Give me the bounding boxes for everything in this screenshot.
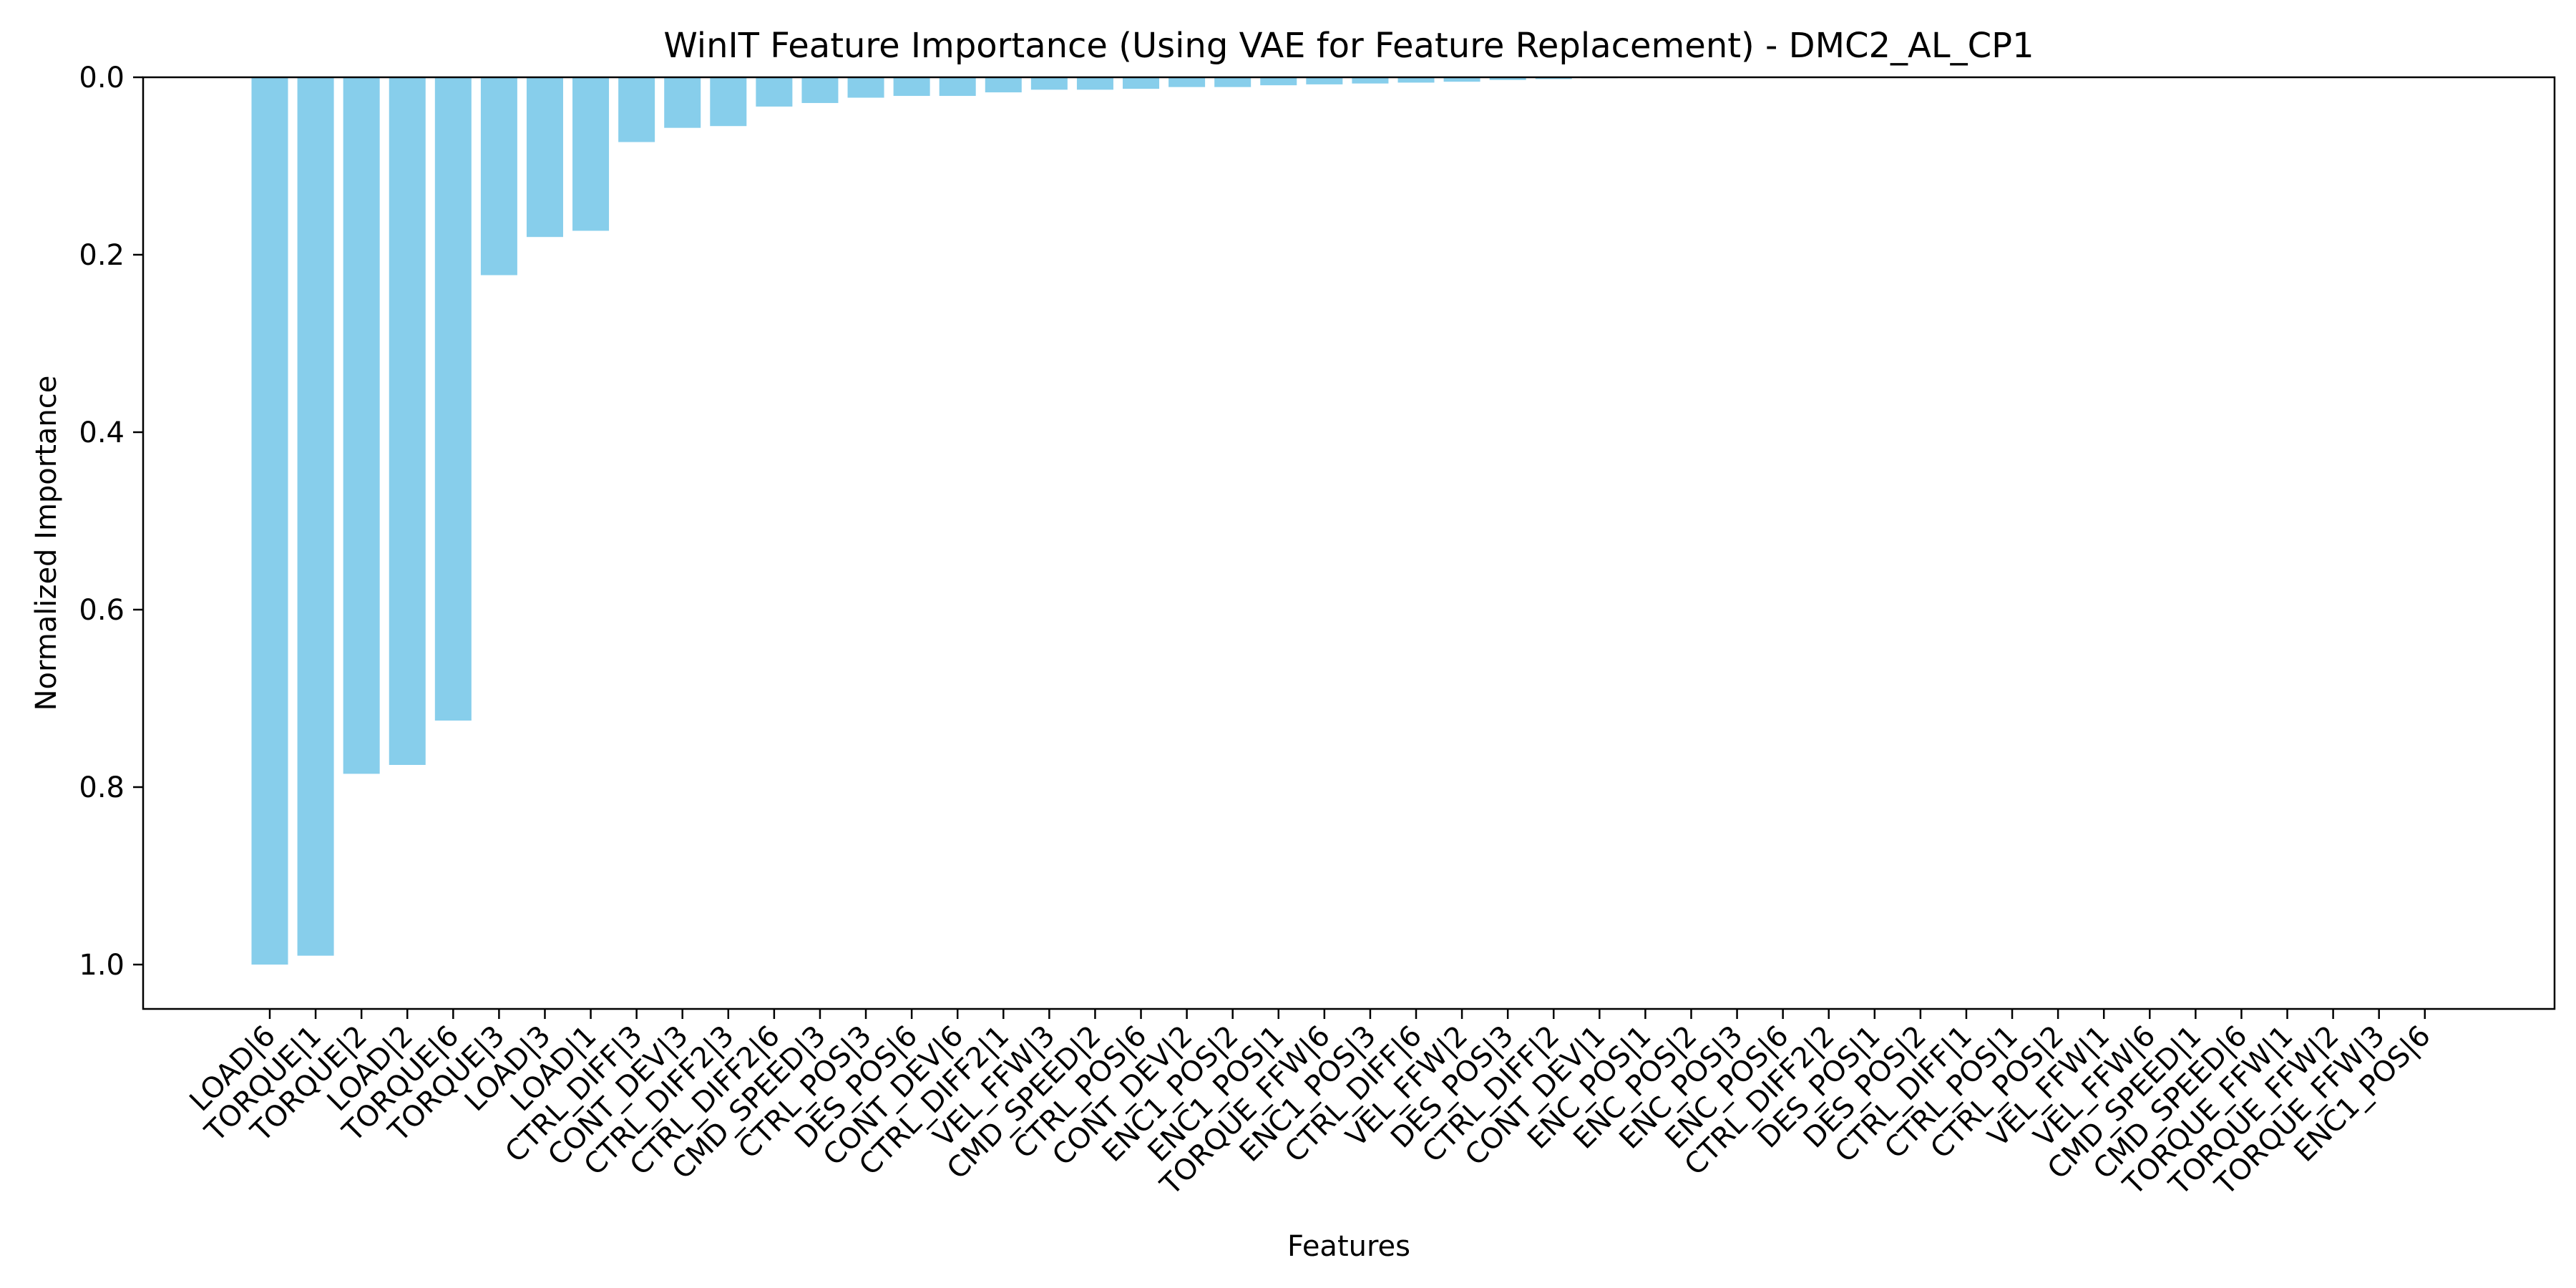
bar (389, 77, 426, 765)
y-tick-label: 0.8 (79, 771, 125, 804)
bar (1076, 77, 1113, 90)
bar (847, 77, 884, 98)
chart-title: WinIT Feature Importance (Using VAE for … (663, 26, 2034, 66)
y-tick-label: 0.2 (79, 239, 125, 272)
y-tick-label: 1.0 (79, 949, 125, 982)
y-tick-label: 0.0 (79, 62, 125, 94)
bar (1260, 77, 1297, 86)
bar (893, 77, 930, 97)
plot-frame (142, 76, 2556, 1010)
bar (939, 77, 976, 97)
bar (1169, 77, 1206, 87)
bar (1214, 77, 1252, 87)
y-axis-ticks: 0.0 0.2 0.4 0.6 0.8 1.0 (79, 62, 143, 982)
bar (1352, 77, 1389, 84)
bar (1030, 77, 1068, 90)
x-axis-ticks: LOAD|6TORQUE|1TORQUE|2LOAD|2TORQUE|6TORQ… (183, 1009, 2437, 1202)
y-axis-label: Normalized Importance (30, 376, 63, 711)
y-tick-label: 0.4 (79, 416, 125, 449)
bar (1123, 77, 1160, 89)
bar (572, 77, 610, 231)
bar (664, 77, 701, 128)
bar (343, 77, 380, 774)
bars-group (251, 77, 1618, 965)
bar (480, 77, 517, 275)
bar (985, 77, 1022, 93)
bar (1306, 77, 1343, 84)
bar (801, 77, 839, 103)
bar (434, 77, 472, 721)
bar (1397, 77, 1435, 83)
bar (710, 77, 747, 127)
bar (618, 77, 655, 142)
x-axis-label: Features (1287, 1230, 1410, 1263)
bar (756, 77, 793, 107)
bar (297, 77, 334, 956)
y-tick-label: 0.6 (79, 594, 125, 627)
bar (1443, 77, 1480, 82)
bar (526, 77, 563, 238)
bar (1489, 77, 1526, 80)
bar (251, 77, 288, 965)
